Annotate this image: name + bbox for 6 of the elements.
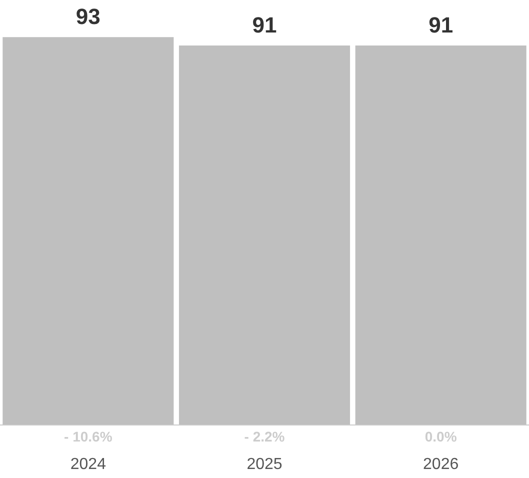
data-label: 93 — [76, 4, 100, 30]
x-tick-label: 2024 — [70, 456, 106, 473]
x-tick-label: 2025 — [246, 456, 282, 473]
x-tick-label: 2026 — [423, 456, 459, 473]
data-label: 91 — [252, 12, 277, 38]
data-label: 91 — [428, 12, 454, 38]
